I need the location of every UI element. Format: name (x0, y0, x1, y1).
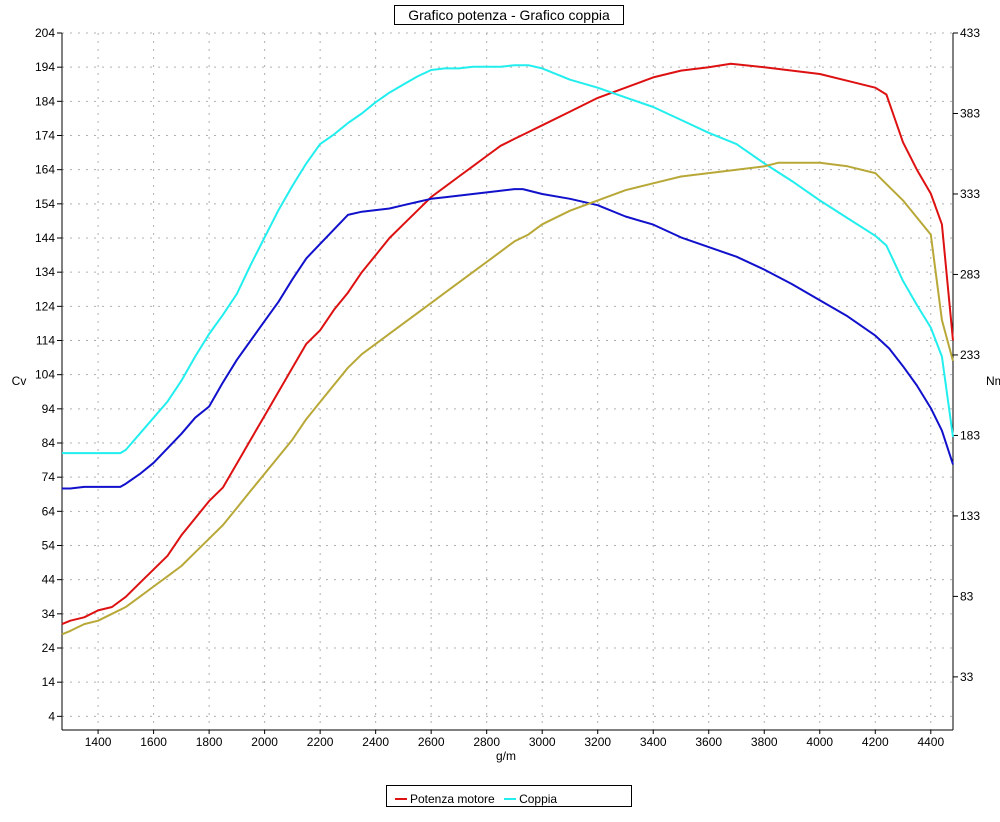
x-tick-label: 4400 (917, 735, 944, 749)
legend-swatch-potenza (395, 798, 407, 800)
x-tick-label: 3000 (529, 735, 556, 749)
x-tick-label: 2600 (418, 735, 445, 749)
y-right-tick-label: 233 (960, 348, 980, 362)
y-right-tick-label: 283 (960, 267, 980, 281)
y-left-tick-label: 64 (42, 504, 56, 518)
x-tick-label: 4000 (806, 735, 833, 749)
x-tick-label: 1400 (85, 735, 112, 749)
y-left-tick-label: 4 (48, 709, 55, 723)
legend-label-potenza: Potenza motore (410, 792, 495, 806)
tick-labels: 1400 1600 1800 2000 2200 2400 2600 2800 3000 3200… (35, 26, 980, 749)
x-tick-label: 4200 (862, 735, 889, 749)
x-axis-label: g/m (496, 749, 516, 763)
y-left-tick-label: 94 (42, 402, 56, 416)
x-tick-label: 1600 (140, 735, 167, 749)
x-tick-label: 2000 (251, 735, 278, 749)
y-right-tick-label: 383 (960, 106, 980, 120)
y-right-tick-label: 183 (960, 428, 980, 442)
y-right-tick-label: 333 (960, 187, 980, 201)
y-left-tick-label: 104 (35, 368, 55, 382)
x-tick-label: 3600 (695, 735, 722, 749)
axes (57, 32, 958, 734)
series-line-3 (61, 161, 954, 636)
series-lines (61, 62, 954, 636)
series-line-0 (61, 62, 954, 626)
x-tick-label: 1800 (196, 735, 223, 749)
y-left-tick-label: 44 (42, 573, 56, 587)
y-left-tick-label: 14 (42, 675, 56, 689)
legend-item-potenza: Potenza motore (395, 789, 495, 809)
legend-item-coppia: Coppia (504, 789, 557, 809)
y-right-tick-label: 83 (960, 589, 974, 603)
y-left-tick-label: 84 (42, 436, 56, 450)
y-left-tick-label: 74 (42, 470, 56, 484)
chart-legend: Potenza motore Coppia (386, 785, 632, 807)
y-left-tick-label: 194 (35, 60, 55, 74)
legend-swatch-coppia (504, 798, 517, 800)
y-right-tick-label: 433 (960, 26, 980, 40)
x-tick-label: 2400 (362, 735, 389, 749)
y-left-tick-label: 124 (35, 299, 55, 313)
series-line-1 (62, 64, 954, 455)
y-axis-left-label: Cv (12, 374, 27, 388)
y-left-tick-label: 24 (42, 641, 56, 655)
y-left-tick-label: 174 (35, 129, 55, 143)
x-tick-label: 3200 (584, 735, 611, 749)
x-tick-label: 3400 (640, 735, 667, 749)
x-tick-label: 2200 (307, 735, 334, 749)
grid-lines (62, 32, 953, 730)
y-left-tick-label: 204 (35, 26, 55, 40)
y-left-tick-label: 154 (35, 197, 55, 211)
y-left-tick-label: 114 (36, 334, 55, 348)
y-left-tick-label: 184 (35, 94, 55, 108)
y-right-tick-label: 133 (960, 509, 980, 523)
y-left-tick-label: 164 (35, 163, 55, 177)
y-axis-right-label: Nm (986, 374, 1000, 388)
chart-title: Grafico potenza - Grafico coppia (394, 5, 624, 25)
y-left-tick-label: 134 (35, 265, 55, 279)
y-left-tick-label: 34 (42, 607, 56, 621)
y-left-tick-label: 54 (42, 539, 56, 553)
legend-label-coppia: Coppia (519, 792, 558, 806)
series-line-2 (62, 188, 954, 490)
x-tick-label: 2800 (473, 735, 500, 749)
y-left-tick-label: 144 (35, 231, 55, 245)
x-tick-label: 3800 (751, 735, 778, 749)
y-right-tick-label: 33 (960, 670, 974, 684)
